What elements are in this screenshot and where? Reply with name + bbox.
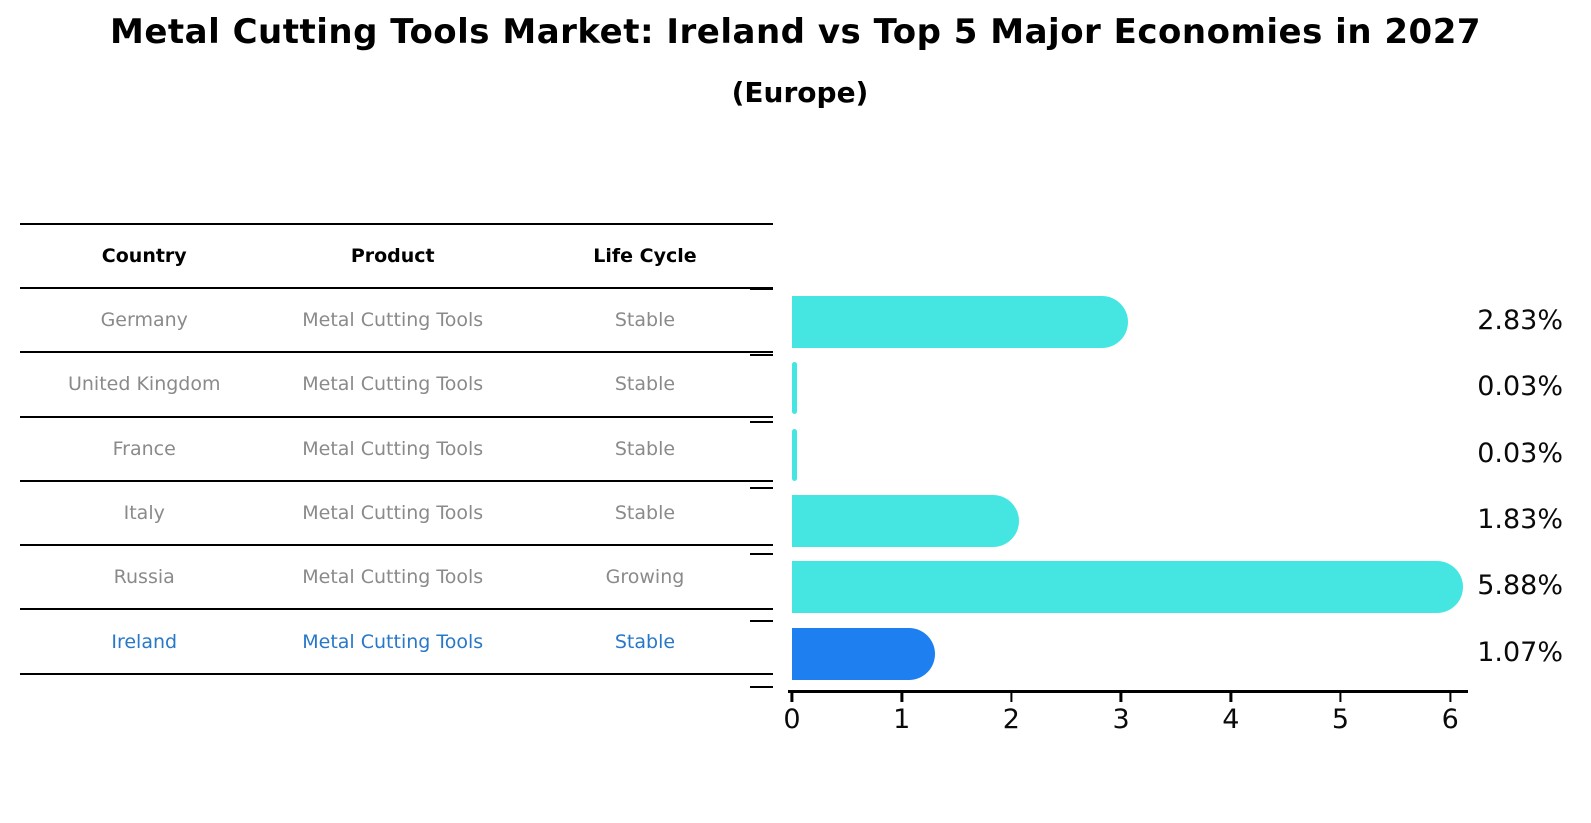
y-axis-tick	[750, 685, 773, 688]
x-tick-mark	[900, 693, 903, 702]
cell-country: Italy	[123, 502, 165, 525]
bar	[792, 296, 1129, 348]
cell-product: Metal Cutting Tools	[302, 437, 484, 460]
y-axis-tick	[750, 420, 773, 423]
table-row: France Metal Cutting Tools Stable	[20, 418, 773, 482]
bar	[792, 428, 797, 481]
chart-subtitle: (Europe)	[731, 76, 869, 109]
table-row: Germany Metal Cutting Tools Stable	[20, 289, 773, 354]
table-row: Ireland Metal Cutting Tools Stable	[20, 610, 773, 675]
y-axis-tick	[750, 354, 773, 357]
x-tick-label: 5	[1331, 704, 1350, 735]
x-tick-label: 6	[1441, 704, 1459, 735]
bar-value-label: 5.88%	[1477, 570, 1563, 602]
table-row: Italy Metal Cutting Tools Stable	[20, 482, 773, 547]
cell-life-cycle: Stable	[614, 437, 676, 460]
bar	[792, 362, 797, 415]
x-tick-mark	[1448, 693, 1452, 702]
x-tick-mark	[790, 693, 794, 702]
bar-value-label: 0.03%	[1477, 437, 1563, 469]
x-tick-label: 4	[1222, 704, 1240, 735]
x-tick-mark	[1229, 693, 1233, 702]
bar-value-label: 1.83%	[1477, 504, 1563, 536]
x-tick-mark	[1339, 693, 1342, 702]
bar-value-label: 1.07%	[1477, 636, 1563, 668]
column-header-country: Country	[101, 245, 187, 267]
y-axis-tick	[750, 486, 773, 489]
cell-country: Germany	[100, 309, 188, 332]
y-axis-tick	[750, 553, 773, 556]
cell-product: Metal Cutting Tools	[302, 373, 484, 396]
cell-life-cycle: Stable	[614, 309, 676, 332]
chart-title: Metal Cutting Tools Market: Ireland vs T…	[109, 12, 1482, 52]
y-axis-tick	[750, 288, 773, 290]
cell-life-cycle: Stable	[614, 630, 676, 653]
x-tick: 3	[1113, 693, 1130, 735]
x-tick: 0	[783, 693, 801, 735]
x-tick-label: 2	[1002, 704, 1020, 735]
y-axis-tick	[750, 619, 773, 622]
bar	[792, 627, 936, 680]
cell-product: Metal Cutting Tools	[302, 502, 484, 525]
x-tick: 2	[1003, 693, 1020, 735]
cell-country: United Kingdom	[67, 373, 221, 396]
x-axis-line	[788, 690, 1468, 693]
x-tick-label: 3	[1112, 704, 1130, 735]
cell-country: Russia	[113, 566, 175, 589]
bar-value-label: 0.03%	[1477, 371, 1563, 403]
table-row: Russia Metal Cutting Tools Growing	[20, 546, 773, 611]
x-tick-mark	[1010, 693, 1013, 702]
cell-product: Metal Cutting Tools	[302, 566, 484, 589]
cell-country: Ireland	[111, 630, 178, 653]
x-tick: 1	[893, 693, 910, 735]
cell-life-cycle: Stable	[614, 373, 676, 396]
bar	[792, 494, 1019, 547]
comparison-table: Country Product Life Cycle Germany Metal…	[20, 223, 773, 675]
cell-life-cycle: Stable	[614, 502, 676, 525]
x-tick: 4	[1222, 693, 1239, 735]
bar	[792, 561, 1464, 614]
x-tick-label: 1	[893, 704, 911, 735]
cell-product: Metal Cutting Tools	[302, 630, 484, 653]
cell-life-cycle: Growing	[605, 566, 685, 589]
table-header-row: Country Product Life Cycle	[20, 225, 773, 289]
x-tick-label: 0	[783, 704, 801, 735]
x-tick-mark	[1119, 693, 1123, 702]
x-tick: 5	[1332, 693, 1349, 735]
bar-value-label: 2.83%	[1477, 305, 1563, 337]
column-header-life-cycle: Life Cycle	[593, 245, 697, 267]
table-row: United Kingdom Metal Cutting Tools Stabl…	[20, 353, 773, 418]
x-tick: 6	[1442, 693, 1459, 735]
cell-country: France	[112, 437, 176, 460]
cell-product: Metal Cutting Tools	[302, 309, 484, 332]
column-header-product: Product	[350, 245, 435, 267]
